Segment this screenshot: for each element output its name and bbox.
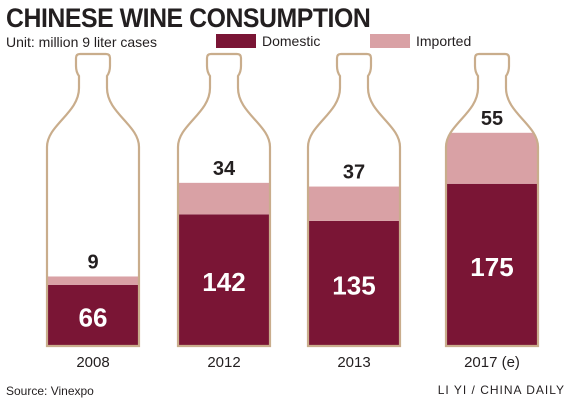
label-domestic-2012: 142 bbox=[202, 267, 245, 297]
legend-swatch-imported bbox=[370, 34, 410, 48]
label-domestic-2017e: 175 bbox=[470, 252, 513, 282]
legend-label-domestic: Domestic bbox=[262, 33, 321, 49]
legend-label-imported: Imported bbox=[416, 33, 472, 49]
category-label-2008: 2008 bbox=[76, 354, 109, 371]
label-imported-2013: 37 bbox=[343, 162, 365, 184]
category-label-2017e: 2017 (e) bbox=[464, 354, 520, 371]
credit-note: LI YI / CHINA DAILY bbox=[437, 383, 565, 397]
source-note: Source: Vinexpo bbox=[6, 384, 94, 398]
bottle-outline-2012 bbox=[176, 52, 272, 348]
bar-imported-2012 bbox=[178, 182, 270, 215]
bar-domestic-2012 bbox=[178, 214, 270, 346]
bottle-outline-2013 bbox=[306, 52, 402, 348]
bar-domestic-2017e bbox=[446, 183, 538, 346]
bar-imported-2017e bbox=[446, 132, 538, 184]
legend-domestic: Domestic bbox=[216, 33, 320, 49]
bar-imported-2013 bbox=[308, 186, 400, 221]
label-imported-2008: 9 bbox=[87, 251, 98, 273]
legend-imported: Imported bbox=[370, 33, 471, 49]
bar-domestic-2008 bbox=[47, 284, 139, 346]
label-domestic-2013: 135 bbox=[332, 270, 375, 300]
bar-domestic-2013 bbox=[308, 220, 400, 346]
bottle-outline-2008 bbox=[45, 52, 141, 348]
label-imported-2012: 34 bbox=[213, 158, 236, 180]
label-domestic-2008: 66 bbox=[79, 302, 108, 332]
chart-title: CHINESE WINE CONSUMPTION bbox=[6, 3, 371, 33]
unit-label: Unit: million 9 liter cases bbox=[6, 34, 157, 50]
category-label-2013: 2013 bbox=[337, 354, 370, 371]
bar-imported-2008 bbox=[47, 276, 139, 285]
category-label-2012: 2012 bbox=[207, 354, 240, 371]
legend-swatch-domestic bbox=[216, 34, 256, 48]
bottle-outline-2017e bbox=[444, 52, 540, 348]
label-imported-2017e: 55 bbox=[481, 108, 503, 130]
